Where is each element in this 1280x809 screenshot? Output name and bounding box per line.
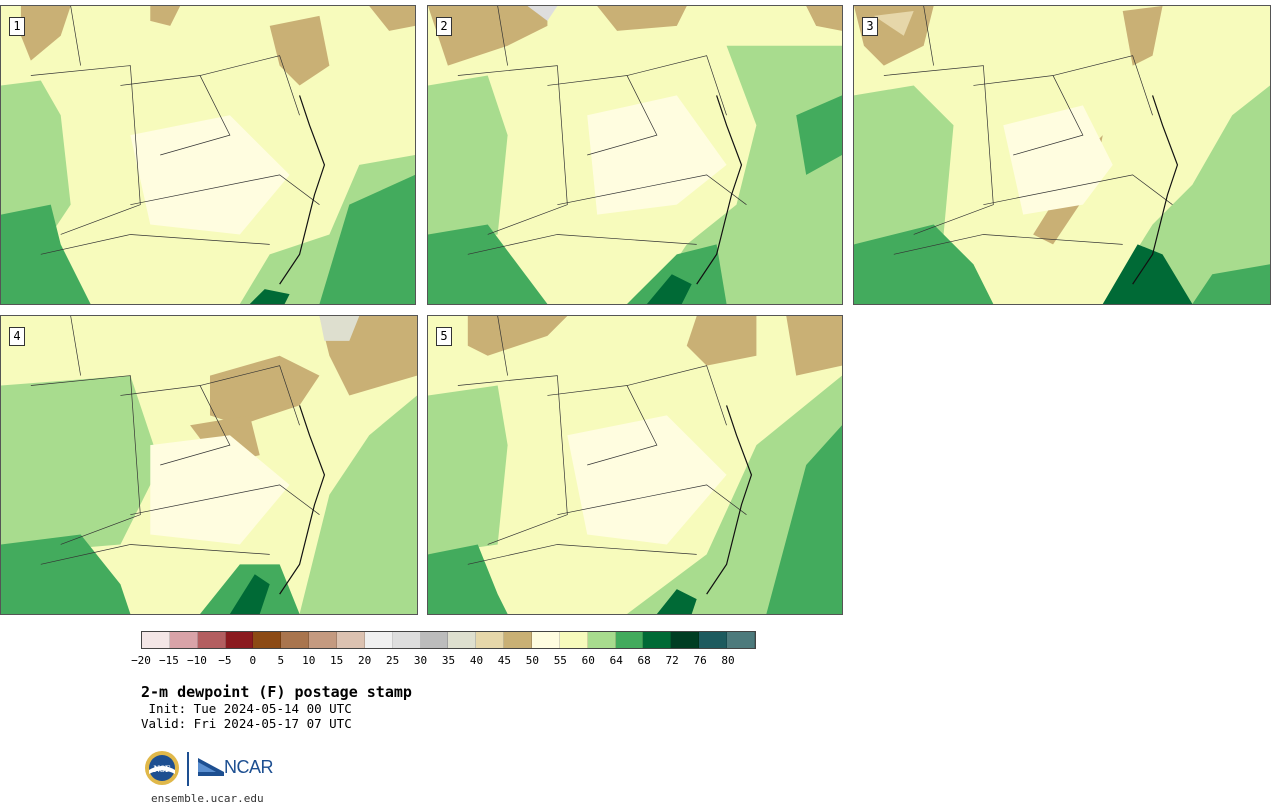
colorbar-segment [364, 632, 393, 648]
colorbar-tick-label: 20 [358, 654, 372, 667]
colorbar-tick-label: 30 [413, 654, 428, 667]
dewpoint-map-2 [428, 6, 842, 304]
colorbar-tick-label: 72 [665, 654, 679, 667]
chart-title: 2-m dewpoint (F) postage stamp [141, 683, 412, 701]
colorbar-segment [392, 632, 421, 648]
colorbar-tick-label: 64 [609, 654, 623, 667]
colorbar-segment [476, 632, 505, 648]
panel-number-label: 4 [9, 327, 25, 346]
colorbar-segment [448, 632, 477, 648]
site-url: ensemble.ucar.edu [151, 792, 264, 805]
colorbar-segment [309, 632, 338, 648]
colorbar-tick-label: 80 [721, 654, 735, 667]
colorbar-tick-label: 5 [277, 654, 285, 667]
colorbar-tick-label: 55 [553, 654, 567, 667]
panel-number-label: 2 [436, 17, 452, 36]
panel-number-label: 3 [862, 17, 878, 36]
colorbar-segment [420, 632, 449, 648]
colorbar-tick-label: −20 [131, 654, 151, 667]
colorbar-segment [142, 632, 170, 648]
colorbar-tick-label: −15 [159, 654, 179, 667]
colorbar-tick-label: 40 [469, 654, 484, 667]
nsf-logo-icon: NSF [145, 751, 179, 785]
logo-divider [187, 752, 189, 786]
postage-stamp-panel-2: 2 [427, 5, 843, 305]
colorbar-tick-label: 50 [525, 654, 539, 667]
dewpoint-map-1 [1, 6, 415, 304]
colorbar-tick-label: 60 [581, 654, 595, 667]
panel-number-label: 5 [436, 327, 452, 346]
colorbar-segment [671, 632, 700, 648]
colorbar-segment [727, 632, 755, 648]
init-time: Init: Tue 2024-05-14 00 UTC [141, 701, 352, 716]
ncar-logo-icon [198, 758, 224, 776]
postage-stamp-panel-3: 3 [853, 5, 1271, 305]
dewpoint-map-5 [428, 316, 842, 614]
colorbar-tick-label: 10 [302, 654, 316, 667]
colorbar-segment [225, 632, 254, 648]
colorbar-segment [699, 632, 728, 648]
colorbar-tick-label: 25 [385, 654, 400, 667]
colorbar-segment [169, 632, 198, 648]
colorbar-tick-label: 45 [497, 654, 512, 667]
colorbar-segment [587, 632, 616, 648]
colorbar-tick-label: 15 [330, 654, 344, 667]
colorbar-tick-label: 68 [637, 654, 651, 667]
postage-stamp-panel-1: 1 [0, 5, 416, 305]
colorbar-tick-label: 76 [693, 654, 707, 667]
colorbar-tick-label: −5 [218, 654, 232, 667]
colorbar-segment [281, 632, 310, 648]
colorbar-segment [615, 632, 644, 648]
colorbar-tick-label: 35 [441, 654, 456, 667]
colorbar-segment [337, 632, 365, 648]
nsf-logo-text: NSF [153, 764, 171, 774]
dewpoint-map-4 [1, 316, 417, 614]
colorbar-segment [197, 632, 226, 648]
valid-time: Valid: Fri 2024-05-17 07 UTC [141, 716, 352, 731]
colorbar-tick-label: −10 [186, 654, 207, 667]
colorbar-segment [559, 632, 588, 648]
colorbar-segment [253, 632, 282, 648]
colorbar-segment [643, 632, 672, 648]
colorbar-segment [504, 632, 533, 648]
postage-stamp-panel-5: 5 [427, 315, 843, 615]
dewpoint-colorbar [141, 631, 756, 649]
logos: NSF NCAR [144, 750, 284, 788]
colorbar-segment [532, 632, 560, 648]
dewpoint-map-3 [854, 6, 1270, 304]
panel-number-label: 1 [9, 17, 25, 36]
postage-stamp-panel-4: 4 [0, 315, 418, 615]
ncar-logo-text: NCAR [224, 757, 274, 777]
colorbar-tick-label: 0 [249, 654, 257, 667]
colorbar-tick-labels: −20 −15 −10 −5 0 5 10 15 20 25 30 35 40 45 50 55 60 64 68 7… [131, 654, 756, 668]
